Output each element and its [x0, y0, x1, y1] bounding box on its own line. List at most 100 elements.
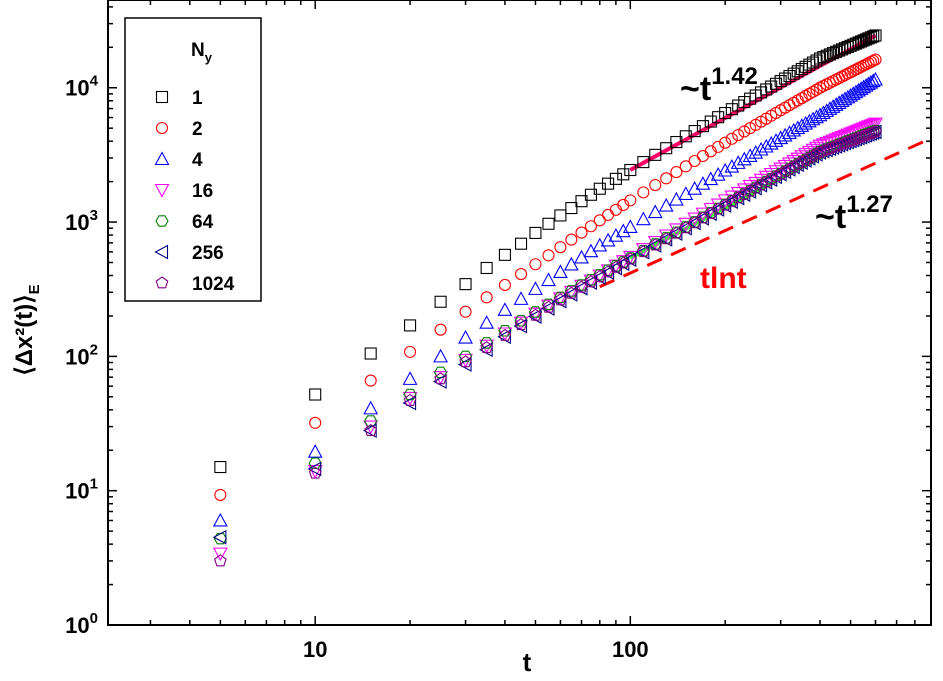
data-point — [801, 113, 817, 128]
series-1024 — [213, 124, 882, 567]
data-point — [617, 168, 630, 181]
data-point — [497, 302, 513, 316]
data-point — [402, 395, 417, 411]
data-point — [623, 252, 637, 265]
data-point — [827, 47, 840, 60]
data-point — [308, 457, 322, 470]
data-point — [764, 172, 778, 185]
legend-title: Ny — [191, 40, 213, 65]
data-point — [600, 232, 616, 247]
data-point — [778, 164, 792, 177]
data-point — [649, 148, 662, 161]
axis-ticks — [108, 0, 932, 626]
data-point — [763, 135, 779, 150]
data-point — [795, 155, 809, 168]
data-point — [583, 243, 599, 258]
y-tick-label: 103 — [65, 207, 98, 235]
data-point — [688, 216, 701, 229]
data-point — [307, 444, 323, 458]
data-point — [541, 272, 556, 287]
data-point — [403, 393, 417, 406]
data-point — [810, 147, 823, 160]
data-point — [660, 142, 673, 155]
legend-label: 1 — [192, 88, 203, 109]
data-point — [861, 76, 876, 91]
data-point — [308, 466, 322, 479]
data-point — [717, 162, 733, 177]
data-point — [528, 306, 543, 318]
data-point — [688, 154, 701, 168]
data-point — [834, 93, 850, 108]
data-point — [402, 371, 418, 385]
legend-label: 64 — [192, 212, 214, 233]
data-point — [670, 166, 683, 179]
data-point — [866, 125, 880, 138]
data-point — [364, 423, 378, 437]
data-point — [565, 286, 578, 299]
data-point — [459, 278, 472, 291]
data-point — [867, 54, 880, 67]
data-point — [528, 281, 543, 295]
legend-label: 2 — [192, 119, 203, 140]
data-point — [616, 256, 630, 269]
data-point — [364, 374, 377, 387]
data-point — [592, 270, 606, 285]
series-16 — [212, 117, 883, 562]
data-point — [712, 111, 725, 124]
legend-marker — [154, 183, 170, 198]
data-point — [748, 144, 764, 159]
data-point — [732, 99, 745, 112]
data-point — [737, 187, 751, 200]
data-point — [635, 243, 651, 257]
data-point — [858, 77, 874, 92]
data-point — [857, 34, 870, 47]
data-point — [743, 184, 757, 197]
data-point — [513, 291, 529, 305]
legend-label: 16 — [192, 181, 213, 202]
data-point — [615, 223, 631, 238]
data-point — [433, 348, 449, 363]
data-point — [514, 315, 528, 327]
data-point — [575, 226, 588, 239]
data-point — [803, 151, 816, 164]
data-point — [552, 264, 568, 279]
data-point — [813, 52, 827, 65]
annotation-tlnt: tlnt — [700, 262, 747, 295]
y-tick-label: 104 — [65, 73, 98, 101]
data-point — [309, 416, 322, 429]
data-point — [660, 172, 673, 185]
data-point — [498, 328, 512, 341]
data-point — [659, 232, 673, 245]
data-point — [704, 145, 717, 158]
data-point — [862, 32, 875, 45]
data-point — [514, 237, 528, 250]
data-point — [617, 198, 630, 212]
data-point — [214, 488, 227, 501]
data-point — [480, 261, 493, 275]
data-point — [647, 204, 663, 219]
data-point — [841, 135, 855, 148]
data-point — [803, 58, 816, 71]
data-point — [810, 83, 823, 96]
data-point — [846, 133, 860, 146]
data-point — [479, 315, 495, 329]
data-point — [212, 512, 228, 527]
data-point — [787, 160, 801, 173]
data-point — [542, 217, 555, 230]
data-point — [602, 208, 615, 221]
data-point — [433, 366, 448, 379]
data-point — [624, 163, 637, 177]
fit-line — [599, 138, 929, 289]
data-point — [712, 140, 725, 153]
data-point — [704, 206, 718, 219]
data-point — [637, 245, 650, 258]
data-point — [862, 127, 875, 140]
data-point — [832, 138, 846, 151]
data-point — [622, 219, 638, 233]
data-point — [479, 339, 495, 354]
data-point — [213, 554, 227, 567]
data-point — [480, 337, 494, 349]
data-point — [602, 177, 615, 190]
data-point — [865, 73, 881, 88]
